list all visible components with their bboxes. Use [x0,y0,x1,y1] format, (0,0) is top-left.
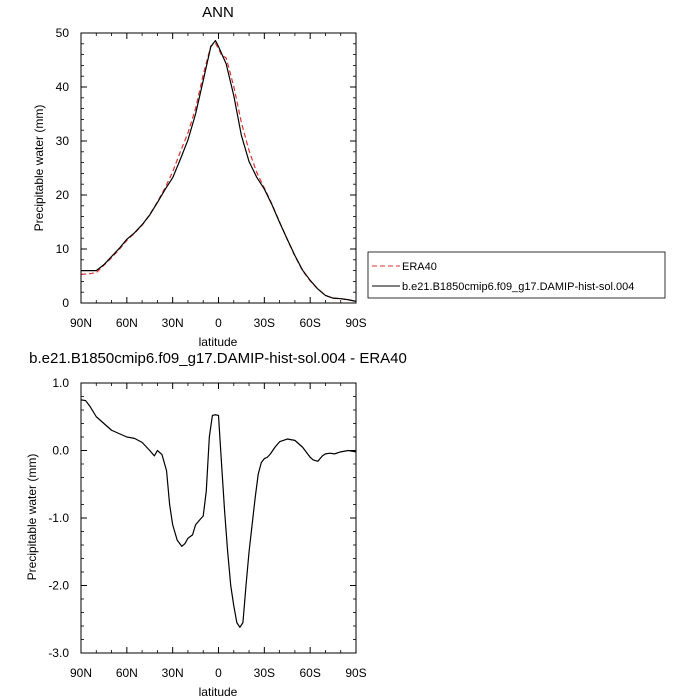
bottom-x-tick-label: 90S [345,666,366,680]
top-chart-xlabel: latitude [199,335,238,349]
top-series-line-0 [80,42,357,302]
bottom-y-tick-label: 1.0 [52,376,69,390]
legend-label-model: b.e21.B1850cmip6.f09_g17.DAMIP-hist-sol.… [402,281,634,293]
bottom-y-tick-label: -1.0 [48,511,69,525]
top-x-tick-label: 30S [254,316,275,330]
top-chart-marks: 90N 60N 30N 0 30S 60S 90S 0 10 20 30 40 50 [56,26,367,330]
bottom-series-line-0 [80,399,357,628]
top-y-tick-label: 10 [56,242,70,256]
top-series-line-1 [81,39,357,302]
top-x-tick-label: 60N [116,316,138,330]
bottom-chart-frame [80,382,357,654]
bottom-x-tick-label: 60S [299,666,320,680]
bottom-x-tick-label: 60N [116,666,138,680]
bottom-chart-ylabel: Precipitable water (mm) [25,454,39,581]
bottom-y-tick-label: 0.0 [52,444,69,458]
bottom-chart-marks: 90N 60N 30N 0 30S 60S 90S 1.0 0.0 -1.0 -2.0 -3.0 [48,376,366,680]
bottom-x-tick-label: 90N [70,666,92,680]
top-x-tick-label: 90S [345,316,366,330]
bottom-x-tick-label: 30S [254,666,275,680]
top-x-tick-label: 90N [70,316,92,330]
top-y-tick-label: 0 [62,296,69,310]
bottom-x-tick-label: 30N [162,666,184,680]
top-y-tick-label: 30 [56,134,70,148]
legend-label-era40: ERA40 [402,261,437,273]
top-x-tick-label: 0 [215,316,222,330]
top-y-tick-label: 20 [56,188,70,202]
bottom-x-tick-label: 0 [215,666,222,680]
bottom-chart-title: b.e21.B1850cmip6.f09_g17.DAMIP-hist-sol.… [29,350,407,367]
top-y-tick-label: 40 [56,80,70,94]
bottom-chart-xlabel: latitude [199,685,238,699]
top-x-tick-label: 60S [299,316,320,330]
bottom-y-tick-label: -2.0 [48,579,69,593]
top-x-tick-label: 30N [162,316,184,330]
top-y-tick-label: 50 [56,26,70,40]
top-chart-frame [80,32,357,304]
bottom-chart-panel: b.e21.B1850cmip6.f09_g17.DAMIP-hist-sol.… [25,350,407,699]
top-chart-panel: ANN Precipitable water (mm) latitude 90N… [32,4,367,349]
bottom-y-tick-label: -3.0 [48,646,69,660]
legend: ERA40 b.e21.B1850cmip6.f09_g17.DAMIP-his… [367,251,666,299]
top-chart-title: ANN [202,4,234,21]
top-chart-ylabel: Precipitable water (mm) [32,105,46,232]
legend-box [367,251,666,299]
